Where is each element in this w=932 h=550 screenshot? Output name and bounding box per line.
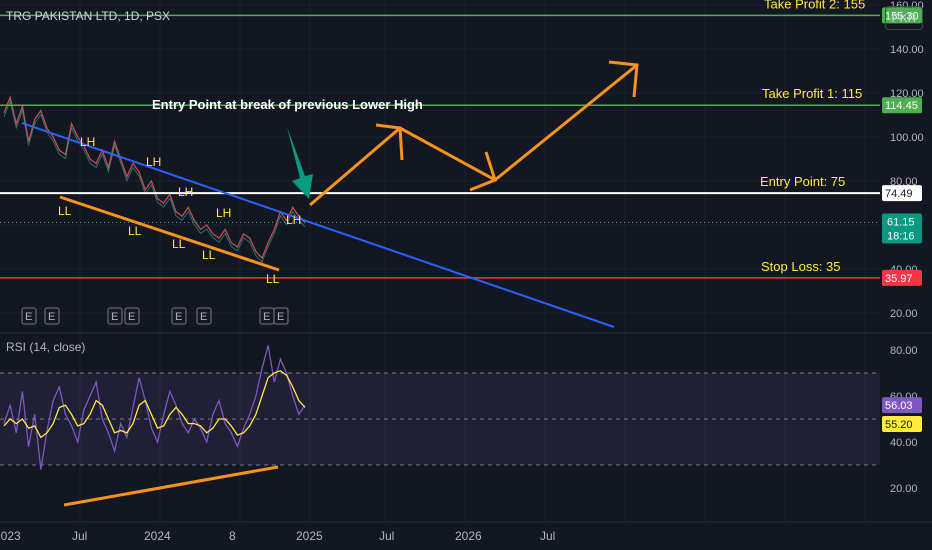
earnings-marker[interactable] [107,307,123,325]
time-tick-label[interactable]: 2024 [144,529,171,543]
earnings-marker[interactable] [21,307,37,325]
rsi-divergence-line[interactable] [63,465,279,507]
bar-countdown: 18:16 [887,230,915,242]
rsi-value: 56.03 [885,400,913,412]
rsi-title[interactable]: RSI (14, close) [6,340,86,354]
swing-label-ll: LL [58,204,72,218]
price-tick-label: 20.00 [890,308,918,320]
time-tick-label[interactable]: Jul [379,529,394,543]
level-label: Stop Loss: 35 [761,259,841,274]
swing-label-lh: LH [80,135,95,149]
rsi-ma-tag[interactable] [882,416,922,433]
earnings-marker-text: E [175,311,182,323]
swing-label-ll: LL [266,272,280,286]
time-tick-label[interactable]: 2023 [0,529,21,543]
swing-label-lh: LH [146,155,161,169]
earnings-marker[interactable] [171,307,187,325]
last-price-tag[interactable] [882,213,922,244]
swing-label-lh: LH [286,213,301,227]
swing-label-lh: LH [178,185,193,199]
projection-arrowhead-1 [375,123,404,161]
swing-label-ll: LL [128,224,142,238]
time-tick-label[interactable]: 2026 [455,529,482,543]
earnings-marker-text: E [25,311,32,323]
level-label: Take Profit 2: 155 [764,0,865,11]
level-price-tag[interactable] [882,185,922,202]
last-price-value: 61.15 [887,216,915,228]
lower-low-trendline[interactable] [59,195,280,272]
level-price-tag[interactable] [882,269,922,286]
price-series [3,95,306,260]
rsi-tick-label: 40.00 [890,437,918,449]
earnings-marker[interactable] [44,307,60,325]
descending-trendline[interactable] [21,122,615,328]
swing-label-lh: LH [216,206,231,220]
level-price-tag[interactable] [882,97,922,114]
projection-path[interactable] [309,63,638,207]
price-tick-label: 140.00 [890,44,924,56]
level-price-tag-text: 155.30 [885,10,919,22]
time-tick-label[interactable]: 2025 [296,529,323,543]
level-price-tag-text: 35.97 [885,273,913,285]
price-tick-label: 100.00 [890,132,924,144]
level-price-tag[interactable] [882,7,922,24]
rsi-series [3,345,306,470]
projection-arrowhead-3 [608,60,639,98]
entry-arrow[interactable] [287,127,313,199]
earnings-marker-text: E [111,311,118,323]
currency-button[interactable]: PKR [885,6,923,30]
level-label: Entry Point: 75 [760,174,845,189]
earnings-marker[interactable] [124,307,140,325]
earnings-marker-text: E [200,311,207,323]
earnings-marker[interactable] [196,307,212,325]
projection-arrowhead-2 [469,151,497,192]
earnings-marker-text: E [277,311,284,323]
time-tick-label[interactable]: Jul [72,529,87,543]
earnings-marker[interactable] [273,307,289,325]
swing-label-ll: LL [172,237,186,251]
level-label: Take Profit 1: 115 [762,86,862,101]
level-price-tag-text: 114.45 [885,100,918,112]
symbol-title[interactable]: TRG PAKISTAN LTD, 1D, PSX [6,9,171,23]
swing-label-ll: LL [202,248,216,262]
time-tick-label[interactable]: Jul [540,529,555,543]
price-tick-label: 120.00 [890,88,924,100]
rsi-ma-series [3,369,306,439]
rsi-tick-label: 80.00 [890,345,918,357]
earnings-marker-text: E [128,311,135,323]
rsi-value-tag[interactable] [882,397,922,414]
rsi-tick-label: 20.00 [890,483,918,495]
level-price-tag-text: 74.49 [885,188,913,200]
rsi-ma-value: 55.20 [885,419,913,431]
price-tick-label: 80.00 [890,176,918,188]
earnings-marker-text: E [263,311,270,323]
earnings-marker-text: E [48,311,55,323]
time-tick-label[interactable]: 8 [229,529,236,543]
entry-annotation: Entry Point at break of previous Lower H… [152,97,423,112]
